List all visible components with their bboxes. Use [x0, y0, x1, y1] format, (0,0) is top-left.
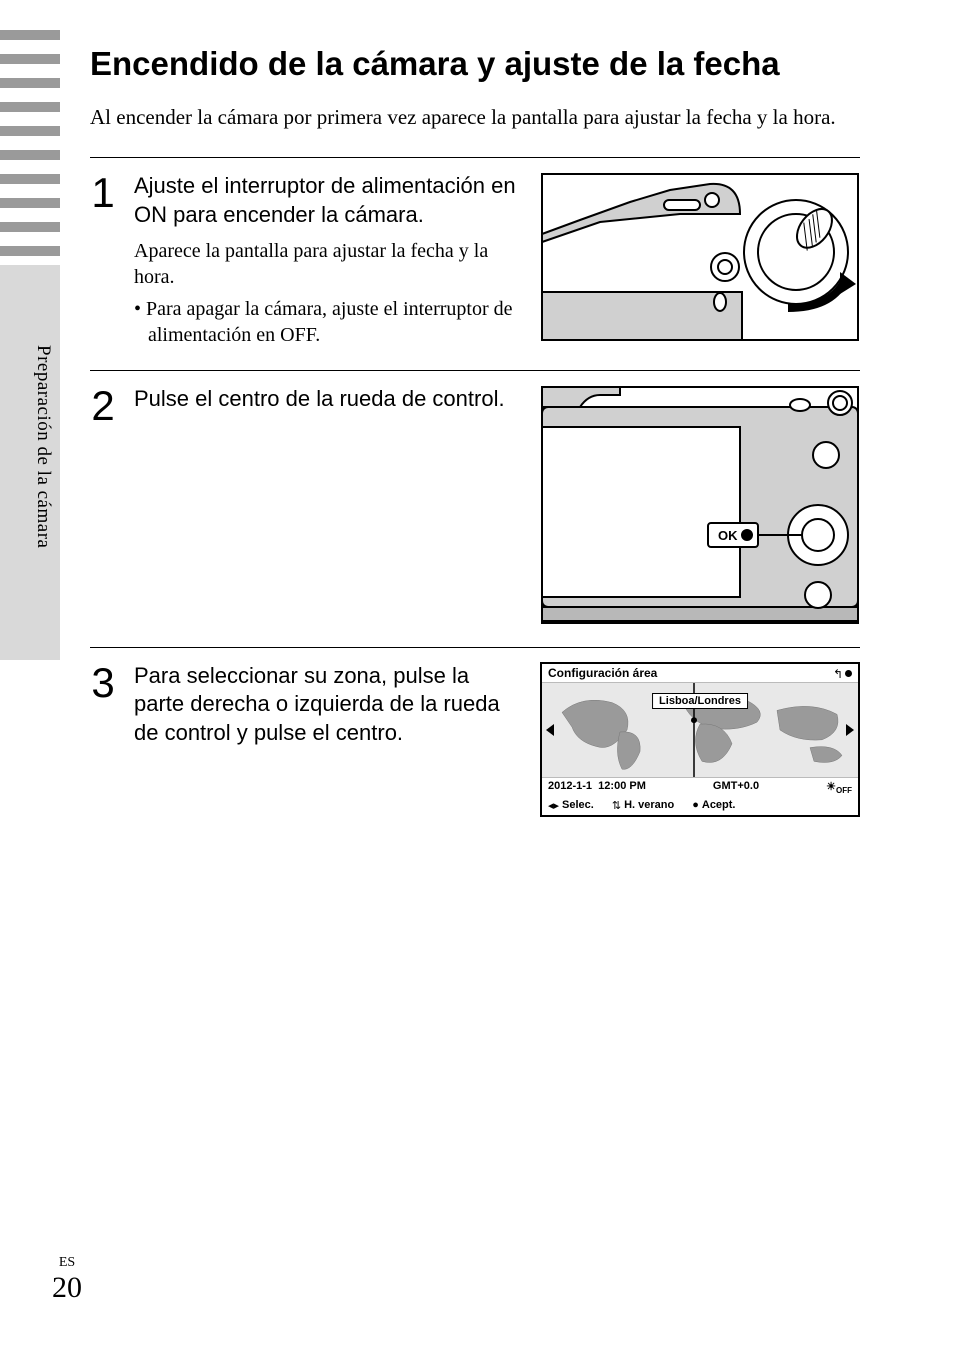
step-heading: Ajuste el interruptor de alimentación en…	[134, 172, 522, 229]
status-time: 12:00 PM	[598, 780, 646, 792]
figure-power-switch	[540, 172, 860, 347]
page-lang: ES	[52, 1255, 82, 1271]
nav-right-icon	[846, 724, 854, 736]
step-3: 3 Para seleccionar su zona, pulse la par…	[90, 647, 860, 839]
step-number: 1	[90, 172, 116, 214]
step-subtext: Aparece la pantalla para ajustar la fech…	[134, 238, 522, 290]
world-map: Lisboa/Londres	[542, 682, 858, 778]
back-icon: ↰	[833, 667, 852, 681]
footer-select: ◂▸Selec.	[548, 799, 594, 812]
status-date: 2012-1-1	[548, 780, 592, 792]
step-heading: Pulse el centro de la rueda de control.	[134, 385, 522, 414]
dst-off-icon: ☀OFF	[826, 780, 852, 795]
footer-dst: ⇅H. verano	[612, 799, 674, 812]
selected-city: Lisboa/Londres	[652, 693, 748, 709]
intro-text: Al encender la cámara por primera vez ap…	[90, 103, 860, 131]
status-gmt: GMT+0.0	[713, 780, 759, 795]
step-number: 2	[90, 385, 116, 427]
page-num: 20	[52, 1271, 82, 1305]
step-number: 3	[90, 662, 116, 704]
margin-bars	[0, 0, 60, 256]
page-number: ES 20	[52, 1255, 82, 1305]
footer-accept: ●Acept.	[692, 799, 735, 812]
divider	[90, 157, 860, 158]
step-heading: Para seleccionar su zona, pulse la parte…	[134, 662, 522, 748]
step-1: 1 Ajuste el interruptor de alimentación …	[90, 172, 860, 369]
step-2: 2 Pulse el centro de la rueda de control…	[90, 370, 860, 647]
page-title: Encendido de la cámara y ajuste de la fe…	[90, 45, 860, 83]
ok-label: OK	[718, 528, 738, 543]
nav-left-icon	[546, 724, 554, 736]
figure-control-wheel: OK	[540, 385, 860, 625]
area-config-screen: Configuración área ↰	[540, 662, 860, 817]
screen-title: Configuración área	[542, 664, 858, 682]
step-bullet: • Para apagar la cámara, ajuste el inter…	[134, 296, 522, 348]
section-label: Preparación de la cámara	[32, 345, 54, 548]
